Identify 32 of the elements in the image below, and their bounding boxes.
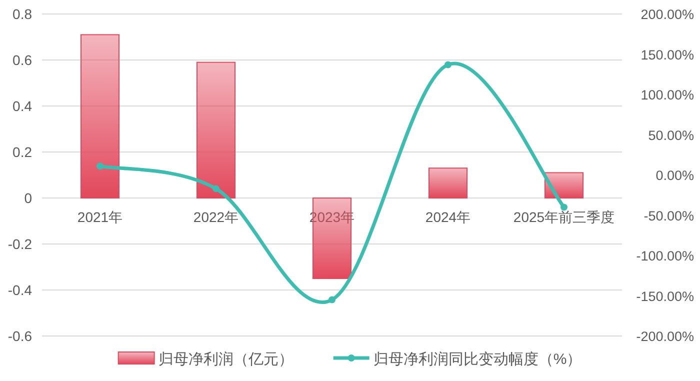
y2-tick-label: 150.00% (640, 47, 694, 62)
point (212, 185, 220, 192)
legend-label: 归母净利润同比变动幅度（%） (373, 351, 582, 368)
y-tick-label: 0.6 (12, 52, 32, 68)
y2-tick-label: -200.00% (636, 329, 694, 344)
point (560, 204, 568, 211)
bar (544, 172, 584, 198)
point (444, 61, 452, 68)
bar (196, 62, 236, 198)
y2-tick-label: 50.00% (648, 128, 694, 143)
y2-tick-label: 0.00% (656, 168, 694, 183)
point (328, 296, 336, 304)
y2-tick-label: -50.00% (644, 208, 694, 224)
y2-tick-label: 200.00% (640, 7, 694, 22)
x-tick-label: 2024年 (425, 209, 471, 225)
y-tick-label: -0.6 (8, 328, 32, 344)
y-tick-label: -0.4 (8, 282, 32, 298)
x-tick-label: 2025年前三季度 (513, 209, 615, 225)
y2-tick-label: 100.00% (640, 88, 694, 102)
x-tick-label: 2021年 (77, 209, 123, 225)
y-tick-label: 0.4 (12, 98, 32, 114)
y-tick-label: 0.2 (12, 144, 32, 160)
bar (80, 34, 120, 198)
y-tick-label: -0.2 (8, 236, 32, 252)
point (96, 162, 104, 170)
bar (428, 168, 468, 198)
legend-label: 归母净利润（亿元） (158, 351, 294, 368)
y2-tick-label: -100.00% (636, 248, 694, 264)
y-tick-label: 0.8 (12, 6, 32, 22)
y-tick-label: 0 (24, 190, 32, 206)
y2-tick-label: -150.00% (636, 288, 694, 304)
x-tick-label: 2022年 (193, 209, 239, 225)
